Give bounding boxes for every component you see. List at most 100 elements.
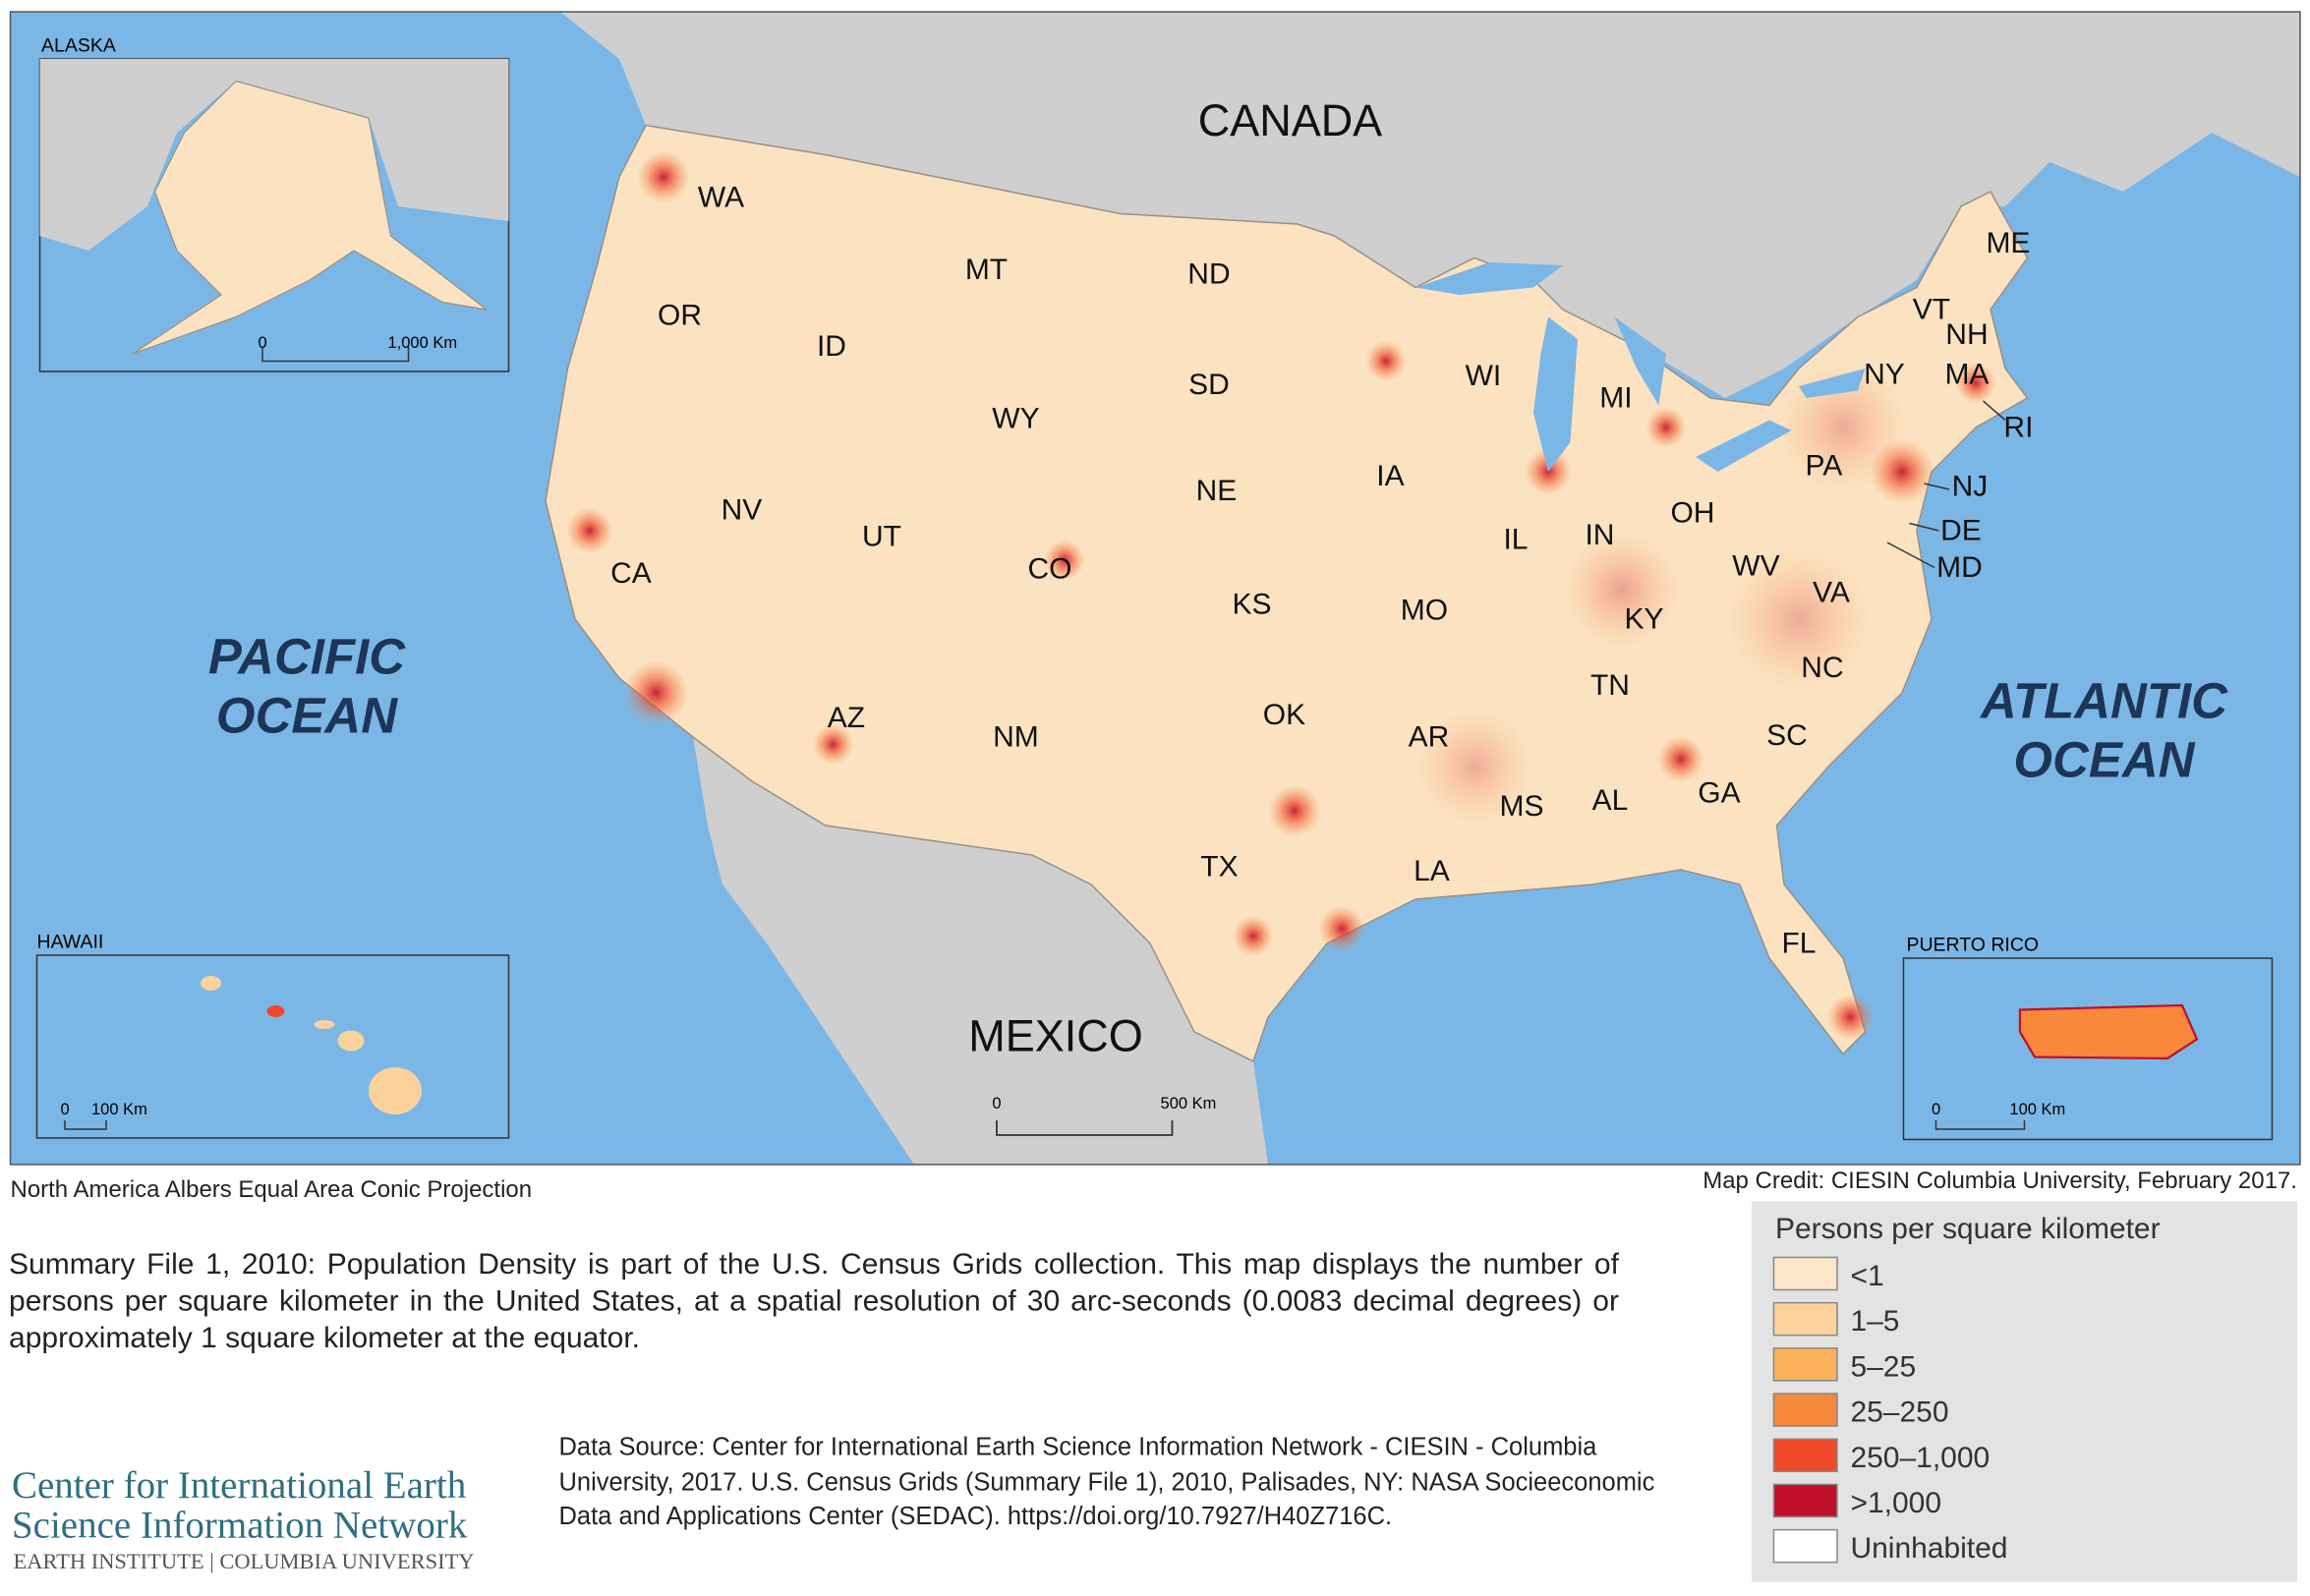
- ocean-labels: PACIFIC OCEAN ATLANTIC OCEAN: [208, 628, 2228, 787]
- ocean-label: ATLANTIC: [1979, 672, 2228, 728]
- puerto-rico-inset: 0 100 Km: [1902, 957, 2274, 1141]
- ocean-label: OCEAN: [216, 687, 398, 743]
- logo-line: Science Information Network: [12, 1504, 468, 1546]
- data-source-box: Data Source: Center for International Ea…: [558, 1432, 1655, 1530]
- state-label: KS: [1232, 588, 1271, 620]
- inset-title: PUERTO RICO: [1906, 934, 2039, 955]
- legend-swatch: [1772, 1483, 1838, 1518]
- logo: Center for International Earth Science I…: [12, 1464, 475, 1573]
- scale-bar: 0 500 Km: [992, 1095, 1217, 1136]
- state-label: SC: [1766, 719, 1808, 752]
- state-label: NC: [1801, 652, 1843, 684]
- state-label: MI: [1599, 381, 1632, 414]
- state-label: CO: [1027, 552, 1071, 585]
- legend-label: 250–1,000: [1850, 1442, 1990, 1474]
- state-label: AR: [1409, 720, 1450, 753]
- state-label: WA: [698, 181, 744, 213]
- state-label: TN: [1590, 669, 1630, 702]
- state-label: MD: [1936, 551, 1983, 584]
- hawaii-inset: 0 100 Km: [35, 954, 510, 1139]
- scale-label: 500 Km: [1161, 1095, 1217, 1112]
- inset-title: HAWAII: [37, 931, 104, 952]
- state-label: NM: [993, 720, 1039, 753]
- state-label: ND: [1187, 257, 1230, 290]
- legend-box: [1751, 1201, 2297, 1582]
- legend-label: Uninhabited: [1850, 1532, 2007, 1565]
- state-label: GA: [1698, 776, 1740, 809]
- ocean-label: OCEAN: [2013, 731, 2195, 787]
- legend-label: <1: [1850, 1260, 1883, 1292]
- legend-swatch: [1772, 1301, 1838, 1337]
- scale-label: 0: [1932, 1101, 1940, 1118]
- state-label: IN: [1585, 519, 1614, 551]
- state-label: WV: [1732, 549, 1779, 582]
- legend-swatch: [1772, 1393, 1838, 1427]
- logo-subtitle: EARTH INSTITUTE | COLUMBIA UNIVERSITY: [14, 1549, 475, 1573]
- state-label: FL: [1781, 927, 1816, 959]
- mexico: [692, 736, 1268, 1165]
- legend-label: 1–5: [1850, 1305, 1899, 1338]
- country-label: MEXICO: [968, 1010, 1142, 1060]
- state-label: WI: [1466, 360, 1502, 392]
- canada: [559, 11, 2300, 398]
- state-label: OH: [1670, 496, 1714, 529]
- state-label: AZ: [828, 702, 865, 734]
- state-label: NY: [1864, 358, 1905, 390]
- map-frame: [9, 11, 2301, 1166]
- scale-label: 100 Km: [91, 1101, 147, 1118]
- state-label: AL: [1592, 784, 1629, 817]
- state-labels: WA OR ID MT ND SD WY NV UT CO NE KS CA AZ NM OK TX IA MO AR…: [610, 181, 2033, 959]
- state-label: LA: [1414, 855, 1450, 887]
- logo-line: Center for International Earth: [12, 1464, 466, 1507]
- scale-label: 0: [992, 1095, 1001, 1112]
- state-label: NH: [1945, 318, 1988, 351]
- state-label: WY: [992, 402, 1039, 434]
- state-label: OR: [658, 299, 702, 331]
- leader-lines: [1886, 400, 2006, 569]
- state-label: OK: [1263, 699, 1305, 731]
- data-source: Data Source: Center for International Ea…: [558, 1432, 1655, 1530]
- state-label: VA: [1813, 576, 1850, 608]
- alaska-inset: 0 1,000 Km: [38, 58, 510, 372]
- description-box: Summary File 1, 2010: Population Density…: [9, 1248, 1619, 1355]
- legend-swatch: [1772, 1347, 1838, 1382]
- description: Summary File 1, 2010: Population Density…: [9, 1248, 1619, 1355]
- state-label: PA: [1806, 449, 1843, 482]
- legend-title: Persons per square kilometer: [1775, 1213, 2161, 1245]
- state-label: MT: [965, 254, 1008, 286]
- legend-swatch: [1772, 1438, 1838, 1473]
- legend: Persons per square kilometer <1 1–5 5–25 25…: [1751, 1201, 2297, 1582]
- state-label: ME: [1986, 227, 2030, 259]
- scale-label: 0: [259, 334, 267, 352]
- state-label: IL: [1503, 523, 1528, 555]
- state-label: KY: [1624, 602, 1663, 635]
- state-label: UT: [862, 520, 901, 552]
- legend-label: >1,000: [1850, 1487, 1941, 1519]
- state-label: MA: [1944, 358, 1989, 390]
- state-label: ID: [817, 330, 846, 363]
- state-label: NE: [1196, 475, 1238, 507]
- state-label: MS: [1499, 790, 1543, 823]
- state-label: MO: [1401, 594, 1448, 626]
- state-label: TX: [1200, 850, 1238, 883]
- projection-note: North America Albers Equal Area Conic Pr…: [11, 1176, 533, 1203]
- state-label: VT: [1913, 293, 1950, 325]
- map-credit: Map Credit: CIESIN Columbia University, …: [1703, 1168, 2297, 1194]
- scale-label: 1,000 Km: [387, 334, 457, 352]
- state-label: NJ: [1952, 470, 1989, 502]
- state-label: DE: [1940, 514, 1982, 546]
- inset-title: ALASKA: [41, 34, 116, 56]
- country-label: CANADA: [1198, 95, 1382, 145]
- state-label: RI: [2003, 411, 2033, 443]
- state-label: NV: [722, 493, 763, 526]
- scale-label: 100 Km: [2009, 1101, 2065, 1118]
- legend-label: 25–250: [1850, 1396, 1948, 1429]
- state-label: CA: [610, 557, 652, 590]
- legend-label: 5–25: [1850, 1350, 1916, 1383]
- state-label: SD: [1188, 369, 1230, 401]
- scale-label: 0: [61, 1101, 70, 1118]
- great-lakes: [1415, 261, 1866, 472]
- legend-swatch: [1772, 1528, 1838, 1564]
- state-label: IA: [1376, 460, 1404, 492]
